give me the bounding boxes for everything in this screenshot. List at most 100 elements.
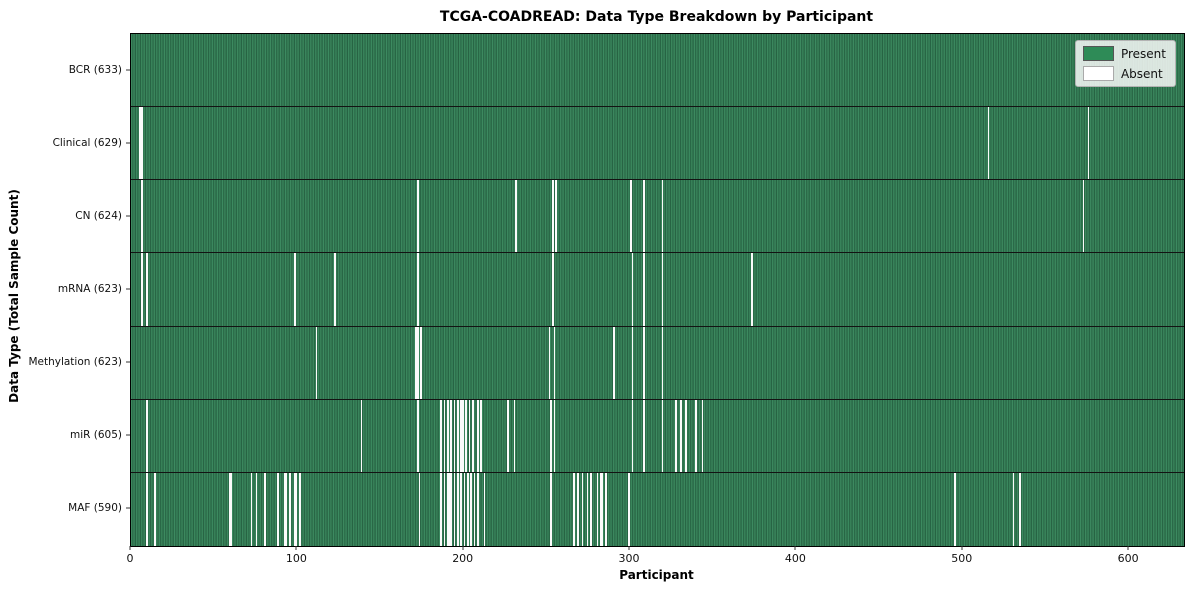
absent-cell	[284, 472, 286, 546]
absent-cell	[473, 472, 476, 546]
absent-cell	[417, 399, 419, 472]
x-tick-mark	[794, 546, 796, 550]
y-tick-label-cn: CN (624)	[75, 209, 122, 222]
absent-cell	[453, 472, 456, 546]
absent-cell	[472, 399, 474, 472]
absent-cell	[230, 472, 233, 546]
absent-cell	[145, 253, 148, 326]
absent-cell	[333, 253, 336, 326]
x-tick-mark	[462, 546, 464, 550]
absent-cell	[628, 472, 631, 546]
x-axis-title: Participant	[619, 568, 694, 582]
absent-cell	[555, 180, 557, 253]
absent-cell	[553, 326, 556, 399]
absent-cell	[420, 326, 423, 399]
y-tick-mark	[126, 69, 130, 71]
absent-cell	[590, 472, 592, 546]
x-tick-mark	[1127, 546, 1129, 550]
absent-cell	[140, 253, 143, 326]
absent-cell	[450, 399, 453, 472]
absent-cell	[140, 107, 143, 180]
absent-cell	[661, 399, 664, 472]
absent-cell	[643, 399, 646, 472]
absent-cell	[643, 180, 646, 253]
absent-cell	[548, 326, 551, 399]
legend: Present Absent	[1074, 40, 1176, 87]
legend-item-absent: Absent	[1082, 66, 1166, 81]
absent-cell	[581, 472, 584, 546]
absent-cell	[440, 472, 443, 546]
absent-cell	[477, 472, 479, 546]
absent-cell	[643, 326, 646, 399]
x-tick-mark	[295, 546, 297, 550]
absent-cell	[613, 326, 616, 399]
absent-cell	[294, 472, 296, 546]
absent-cell	[443, 399, 446, 472]
absent-cell	[1012, 472, 1015, 546]
x-tick-mark	[628, 546, 630, 550]
absent-cell	[661, 180, 664, 253]
absent-cell	[140, 180, 143, 253]
absent-cell	[477, 399, 479, 472]
absent-cell	[684, 399, 687, 472]
absent-cell	[418, 472, 421, 546]
x-tick-label-300: 300	[618, 552, 640, 565]
absent-cell	[417, 326, 419, 399]
absent-cell	[1082, 180, 1085, 253]
absent-cell	[457, 472, 459, 546]
absent-cell	[480, 399, 483, 472]
absent-cell	[440, 399, 443, 472]
absent-cell	[553, 399, 556, 472]
x-tick-label-500: 500	[951, 552, 973, 565]
absent-cell	[417, 180, 419, 253]
absent-cell	[264, 472, 266, 546]
absent-cell	[277, 472, 280, 546]
absent-cell	[299, 472, 301, 546]
absent-cell	[1087, 107, 1090, 180]
heatmap-row-clinical	[131, 107, 1184, 181]
absent-cell	[596, 472, 599, 546]
absent-cell	[576, 472, 579, 546]
legend-item-present: Present	[1082, 46, 1166, 61]
absent-cell	[457, 399, 459, 472]
absent-cell	[550, 472, 552, 546]
absent-cell	[573, 472, 576, 546]
legend-present-label: Present	[1120, 46, 1166, 61]
absent-cell	[443, 472, 446, 546]
absent-cell	[954, 472, 957, 546]
absent-cell	[631, 253, 634, 326]
heatmap-row-bcr	[131, 34, 1184, 108]
absent-cell	[250, 472, 253, 546]
absent-cell	[139, 107, 141, 180]
heatmap-row-mrna	[131, 253, 1184, 327]
plot-area: Present Absent	[130, 33, 1185, 547]
absent-cell	[701, 399, 704, 472]
heatmap-row-mir	[131, 399, 1184, 473]
absent-cell	[460, 472, 463, 546]
heatmap-row-methylation	[131, 326, 1184, 400]
absent-cell	[631, 399, 634, 472]
y-tick-label-methylation: Methylation (623)	[28, 356, 122, 369]
y-tick-label-bcr: BCR (633)	[68, 63, 122, 76]
absent-cell	[289, 472, 291, 546]
absent-cell	[415, 326, 418, 399]
absent-cell	[605, 472, 607, 546]
absent-cell	[154, 472, 156, 546]
heatmap-rows	[131, 34, 1184, 546]
present-swatch-icon	[1082, 46, 1114, 61]
y-tick-label-clinical: Clinical (629)	[52, 136, 122, 149]
absent-cell	[987, 107, 990, 180]
absent-cell	[229, 472, 231, 546]
absent-cell	[551, 253, 554, 326]
x-tick-label-100: 100	[285, 552, 307, 565]
absent-cell	[551, 180, 554, 253]
absent-cell	[360, 399, 363, 472]
absent-cell	[465, 399, 468, 472]
absent-cell	[468, 399, 471, 472]
y-tick-label-maf: MAF (590)	[68, 502, 122, 515]
absent-cell	[285, 472, 288, 546]
absent-cell	[463, 472, 466, 546]
absent-cell	[600, 472, 602, 546]
y-tick-label-mir: miR (605)	[69, 429, 122, 442]
